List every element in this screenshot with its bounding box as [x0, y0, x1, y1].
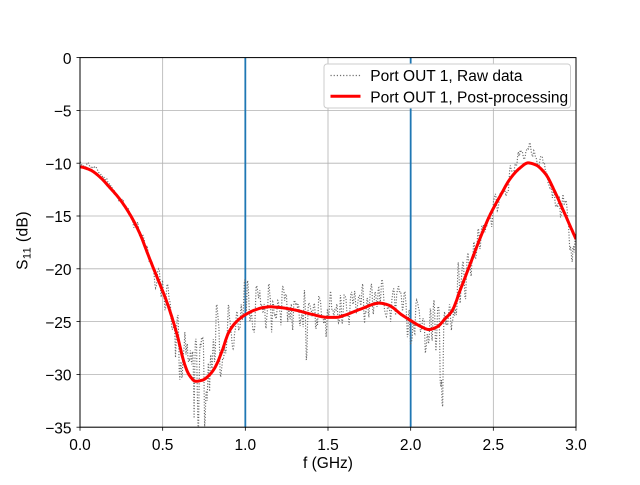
svg-text:2.0: 2.0: [400, 437, 422, 454]
svg-text:2.5: 2.5: [483, 437, 505, 454]
svg-text:−20: −20: [45, 262, 72, 279]
svg-text:Port OUT 1, Post-processing: Port OUT 1, Post-processing: [370, 90, 568, 107]
svg-text:−15: −15: [45, 209, 71, 226]
svg-text:0: 0: [63, 51, 72, 68]
svg-text:1.0: 1.0: [235, 437, 257, 454]
svg-text:−30: −30: [45, 368, 72, 385]
svg-text:3.0: 3.0: [565, 437, 587, 454]
svg-text:Port OUT 1, Raw data: Port OUT 1, Raw data: [370, 68, 523, 85]
svg-text:0.5: 0.5: [152, 437, 174, 454]
svg-text:−10: −10: [45, 156, 72, 173]
svg-text:−35: −35: [45, 420, 71, 437]
svg-text:S11 (dB): S11 (dB): [14, 211, 33, 270]
svg-text:0.0: 0.0: [69, 437, 91, 454]
svg-text:f (GHz): f (GHz): [303, 455, 353, 472]
svg-text:1.5: 1.5: [317, 437, 339, 454]
svg-text:−5: −5: [54, 104, 72, 121]
svg-text:−25: −25: [45, 315, 71, 332]
